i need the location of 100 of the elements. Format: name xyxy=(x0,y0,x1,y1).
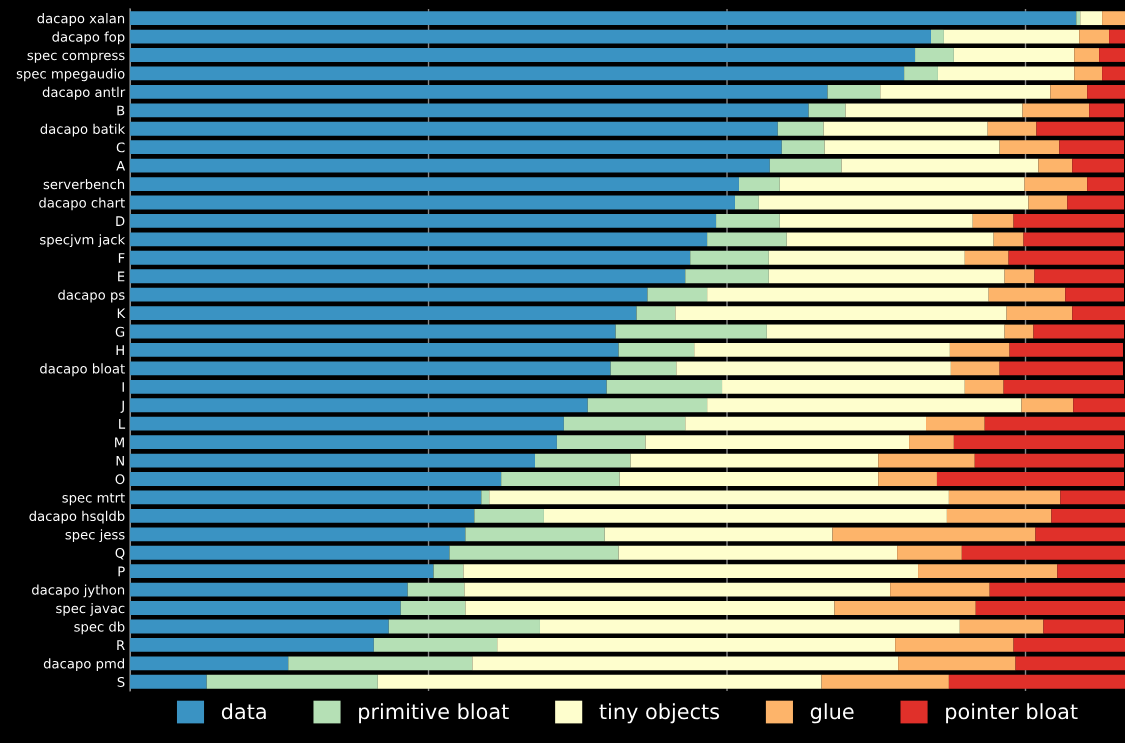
y-tick-label: J xyxy=(120,400,124,413)
bar xyxy=(377,674,822,689)
bar xyxy=(897,545,962,560)
bar xyxy=(890,582,990,597)
bar xyxy=(1050,84,1088,99)
bar xyxy=(675,306,1007,320)
bar xyxy=(388,619,540,634)
bar xyxy=(953,48,1075,62)
bar xyxy=(694,343,950,357)
bar xyxy=(1004,324,1034,339)
bar xyxy=(1080,11,1103,26)
bar xyxy=(948,490,1061,505)
bar xyxy=(1060,490,1125,505)
bar xyxy=(808,103,846,118)
bar xyxy=(130,343,619,357)
bar xyxy=(481,490,490,505)
bar xyxy=(930,29,944,44)
bar xyxy=(926,416,985,431)
bar xyxy=(1057,564,1125,579)
bar xyxy=(999,361,1124,376)
y-tick-label: dacapo antlr xyxy=(42,86,126,100)
y-tick-label: K xyxy=(117,308,126,319)
y-tick-label: spec jess xyxy=(65,529,125,543)
bar xyxy=(1102,66,1125,81)
bar xyxy=(130,508,475,523)
bar xyxy=(880,84,1051,99)
y-tick-label: N xyxy=(116,455,124,466)
bar xyxy=(1072,306,1125,320)
bar xyxy=(1013,214,1125,228)
y-tick-label: dacapo bloat xyxy=(40,363,125,377)
y-tick-label: dacapo hsqldb xyxy=(29,510,125,524)
bar xyxy=(618,343,695,357)
bar xyxy=(685,416,927,431)
bar xyxy=(1076,11,1081,26)
y-tick-label: S xyxy=(117,676,125,687)
bar xyxy=(685,269,769,284)
y-tick-label: spec javac xyxy=(56,603,125,616)
y-tick-label: A xyxy=(116,161,126,171)
bar xyxy=(777,121,824,136)
bar xyxy=(834,601,976,615)
bar xyxy=(130,158,770,173)
y-tick-label: dacapo ps xyxy=(58,289,125,303)
bar xyxy=(130,545,450,560)
bar xyxy=(130,582,408,597)
bar xyxy=(130,306,637,320)
bar xyxy=(943,29,1080,44)
bar xyxy=(130,601,401,615)
y-tick-label: O xyxy=(115,474,125,485)
y-tick-label: I xyxy=(122,382,124,392)
bar xyxy=(130,195,735,210)
bar xyxy=(1035,527,1125,542)
bar xyxy=(821,674,949,689)
bar xyxy=(707,287,989,302)
bar xyxy=(1015,656,1125,671)
bar xyxy=(130,619,389,634)
bar xyxy=(543,508,947,523)
bar xyxy=(610,361,677,376)
bar xyxy=(587,398,708,413)
bar xyxy=(964,379,1004,394)
bar xyxy=(781,140,825,155)
bar xyxy=(130,435,557,450)
legend-label: primitive bloat xyxy=(359,703,509,724)
bar xyxy=(734,195,759,210)
y-tick-label: serverbench xyxy=(43,179,125,190)
bar xyxy=(1065,287,1125,302)
bar xyxy=(130,121,778,136)
bar xyxy=(130,416,564,431)
bar xyxy=(1102,11,1125,26)
bar xyxy=(937,66,1075,81)
bar xyxy=(953,435,1125,450)
bar xyxy=(707,398,1022,413)
bar xyxy=(824,140,1000,155)
bar xyxy=(619,472,879,486)
bar xyxy=(407,582,465,597)
bar xyxy=(130,379,607,394)
bar xyxy=(464,582,891,597)
y-tick-label: dacapo pmd xyxy=(43,658,124,672)
bar xyxy=(949,343,1010,357)
bar xyxy=(987,121,1037,136)
bar xyxy=(716,214,780,228)
y-tick-label: B xyxy=(117,105,125,116)
bar xyxy=(636,306,676,320)
y-tick-label: dacapo xalan xyxy=(37,13,125,26)
bar xyxy=(1074,66,1103,81)
bar xyxy=(130,250,691,265)
bar xyxy=(1109,29,1125,44)
y-tick-label: Q xyxy=(115,547,125,560)
y-tick-label: spec mpegaudio xyxy=(16,68,125,82)
y-tick-label: F xyxy=(118,253,125,263)
bar xyxy=(130,48,916,62)
bar xyxy=(130,637,374,652)
bar xyxy=(474,508,544,523)
bar xyxy=(400,601,466,615)
bar xyxy=(1036,121,1125,136)
bar xyxy=(534,453,631,468)
bar xyxy=(972,214,1014,228)
y-tick-label: M xyxy=(115,437,124,448)
bar xyxy=(975,601,1125,615)
bar xyxy=(1087,84,1125,99)
bar xyxy=(786,232,994,247)
